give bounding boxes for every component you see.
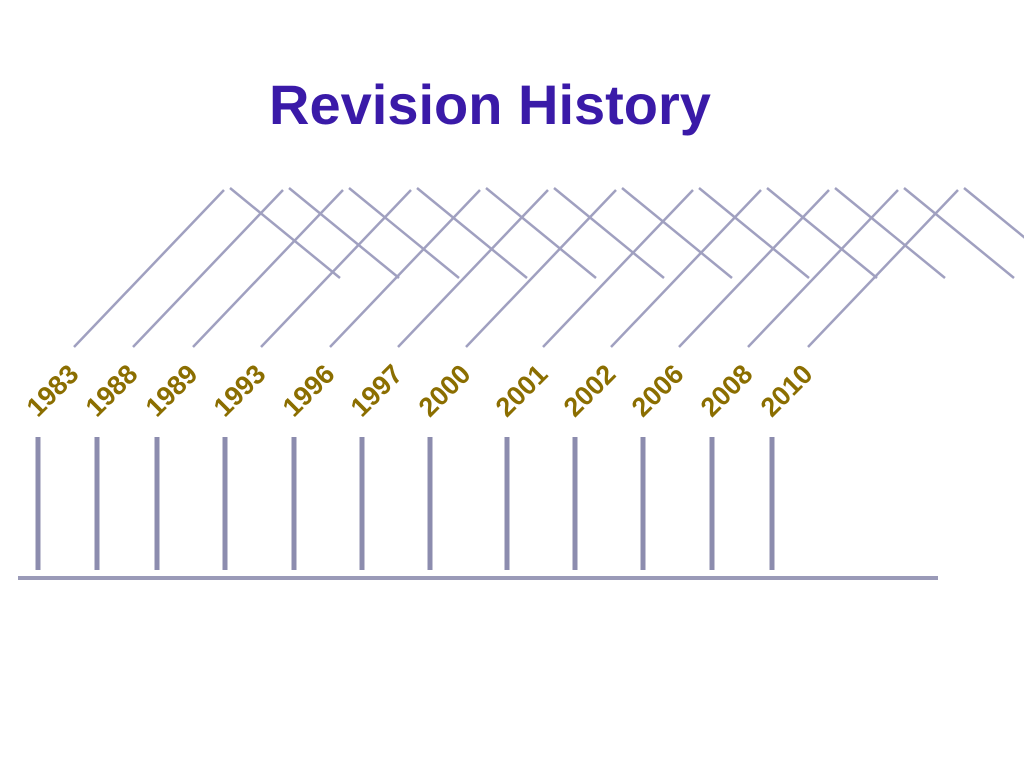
- branch-up: [807, 189, 959, 348]
- branch-up: [132, 189, 284, 348]
- branch-down: [416, 187, 528, 279]
- year-label: 1989: [140, 359, 204, 423]
- slide-title: Revision History: [269, 73, 711, 136]
- year-label: 1983: [21, 359, 85, 423]
- year-label: 2000: [413, 359, 477, 423]
- branch-up: [260, 189, 412, 348]
- branch-down: [834, 187, 946, 279]
- branch-down: [903, 187, 1015, 279]
- year-label: 2001: [490, 359, 554, 423]
- branch-up: [329, 189, 481, 348]
- branch-down: [288, 187, 400, 279]
- year-label: 1988: [80, 359, 144, 423]
- year-label: 1996: [277, 359, 341, 423]
- branch-up: [747, 189, 899, 348]
- branch-down: [766, 187, 878, 279]
- branch-up: [397, 189, 549, 348]
- year-label: 2006: [626, 359, 690, 423]
- branch-up: [465, 189, 617, 348]
- branch-up: [542, 189, 694, 348]
- branch-down: [229, 187, 341, 279]
- branch-up: [192, 189, 344, 348]
- branch-down: [348, 187, 460, 279]
- branch-up: [610, 189, 762, 348]
- branch-down: [963, 187, 1024, 239]
- branch-up: [678, 189, 830, 348]
- branch-down: [621, 187, 733, 279]
- branch-down: [485, 187, 597, 279]
- branch-down: [553, 187, 665, 279]
- year-label: 1997: [345, 359, 409, 423]
- year-label: 2008: [695, 359, 759, 423]
- branch-down: [698, 187, 810, 279]
- year-label: 2010: [755, 359, 819, 423]
- year-label: 1993: [208, 359, 272, 423]
- year-label: 2002: [558, 359, 622, 423]
- branch-up: [73, 189, 225, 348]
